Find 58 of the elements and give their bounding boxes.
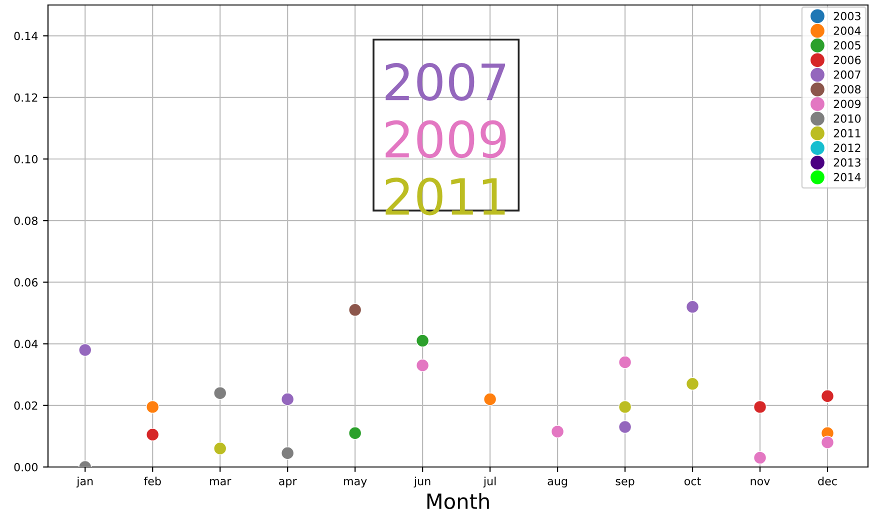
x-axis-title: Month <box>427 493 489 509</box>
legend-label: 2012 <box>834 144 860 152</box>
legend-label: 2009 <box>834 100 861 108</box>
y-tick-label: 0.08 <box>14 216 38 225</box>
legend-label: 2008 <box>834 85 861 94</box>
point <box>618 400 632 414</box>
x-tick-label: aug <box>548 478 567 488</box>
legend-label: 2004 <box>834 26 861 35</box>
x-tick-label: nov <box>750 478 770 486</box>
legend-label: 2011 <box>834 129 860 138</box>
legend-label: 2003 <box>834 12 860 20</box>
point <box>753 400 767 414</box>
legend-label: 2007 <box>834 70 860 79</box>
point <box>618 420 632 434</box>
x-tick-label: oct <box>684 477 701 486</box>
x-tick-label: dec <box>818 476 837 486</box>
x-tick-label: mar <box>210 478 232 486</box>
point <box>146 428 160 442</box>
point <box>348 426 362 440</box>
y-tick-label: 0.04 <box>14 340 38 348</box>
x-tick-label: feb <box>144 476 161 486</box>
y-tick-label: 0.14 <box>14 32 38 40</box>
y-tick-label: 0.12 <box>14 93 38 102</box>
x-tick-label: apr <box>279 478 297 488</box>
point <box>820 390 834 403</box>
y-tick-label: 0.06 <box>14 278 38 287</box>
x-tick-label: jan <box>76 476 93 488</box>
x-tick-label: sep <box>616 478 634 488</box>
point <box>214 386 227 400</box>
legend-label: 2006 <box>834 56 861 64</box>
point <box>618 356 632 369</box>
y-tick-label: 0.00 <box>14 462 38 472</box>
point <box>416 334 430 348</box>
point <box>146 400 160 414</box>
point <box>686 377 700 390</box>
annotation: 2009 <box>386 120 506 158</box>
legend-label: 2014 <box>834 172 861 182</box>
legend-label: 2005 <box>834 41 860 50</box>
annotation: 2011 <box>386 178 505 216</box>
point <box>550 425 564 438</box>
point <box>820 436 834 449</box>
legend-label: 2013 <box>834 158 860 167</box>
point <box>281 446 294 460</box>
x-tick-label: jun <box>414 476 430 488</box>
y-tick-label: 0.10 <box>14 154 38 164</box>
x-tick-label: may <box>344 478 367 488</box>
point <box>753 451 767 464</box>
point <box>78 343 92 357</box>
point <box>416 358 430 372</box>
annotation: 2007 <box>386 63 506 101</box>
y-tick-label: 0.02 <box>14 401 38 410</box>
point <box>348 303 362 316</box>
legend-label: 2010 <box>834 114 861 123</box>
point <box>483 392 497 406</box>
x-tick-label: jul <box>483 476 496 488</box>
point <box>281 392 294 406</box>
point <box>686 300 700 314</box>
point <box>214 442 227 456</box>
